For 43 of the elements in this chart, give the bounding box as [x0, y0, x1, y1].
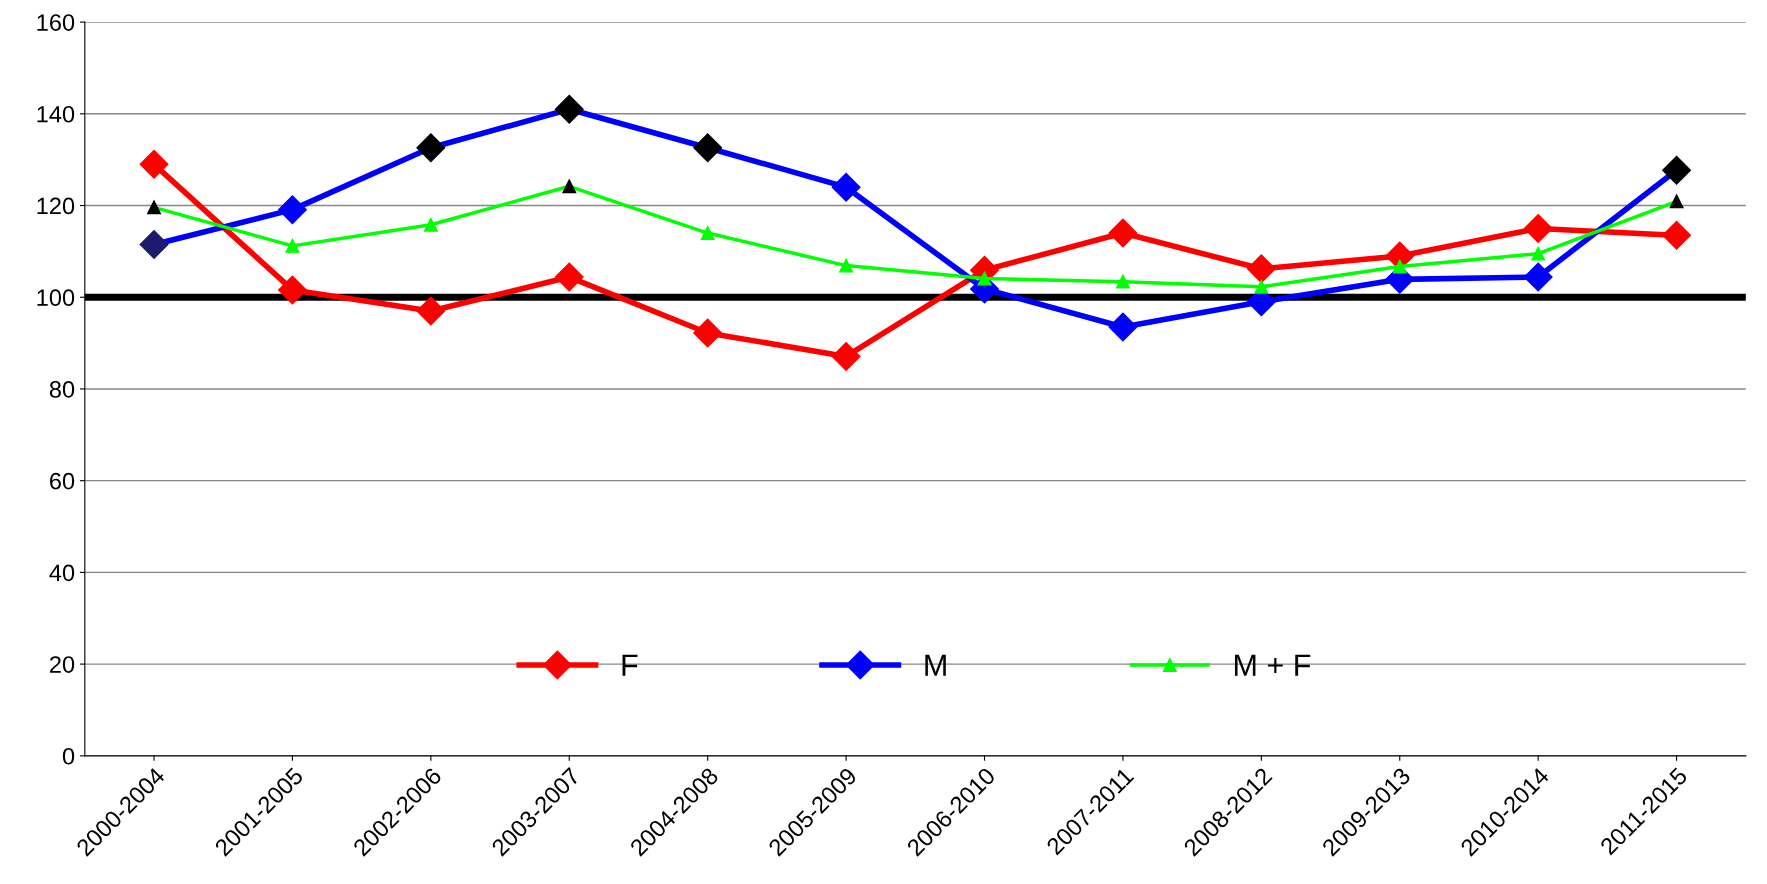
- y-tick-label: 120: [37, 197, 75, 215]
- point: [700, 226, 715, 240]
- point: [1392, 259, 1407, 274]
- point: [554, 262, 584, 292]
- y-tick-label: 40: [49, 564, 75, 582]
- legend-label: M + F: [1234, 654, 1311, 676]
- point: [1662, 155, 1692, 185]
- point: [139, 230, 169, 259]
- legend-label: M: [925, 654, 946, 676]
- point: [831, 172, 861, 202]
- point: [1662, 220, 1692, 250]
- y-tick-label: 100: [37, 289, 75, 307]
- point: [277, 195, 307, 225]
- point: [139, 149, 169, 179]
- point: [416, 296, 446, 326]
- point: [1115, 274, 1130, 289]
- point: [277, 275, 307, 305]
- point: [1523, 214, 1553, 243]
- point: [839, 258, 854, 273]
- y-tick-label: 20: [50, 656, 75, 673]
- point: [1254, 279, 1269, 294]
- point: [1108, 218, 1138, 248]
- point: [423, 217, 438, 232]
- point: [1669, 194, 1684, 209]
- point: [977, 271, 992, 286]
- legend-label: F: [622, 654, 638, 676]
- y-tick-label: 80: [49, 381, 75, 398]
- y-tick-label: 160: [37, 14, 75, 31]
- point: [416, 133, 446, 163]
- point: [1246, 254, 1276, 284]
- point: [1523, 262, 1553, 292]
- point: [1108, 312, 1138, 342]
- point: [562, 179, 577, 194]
- point: [285, 238, 300, 253]
- point: [693, 133, 723, 163]
- point: [1531, 246, 1546, 261]
- point: [831, 341, 861, 371]
- point: [147, 200, 161, 215]
- y-tick-label: 0: [62, 747, 75, 765]
- y-tick-label: 140: [37, 105, 75, 123]
- point: [693, 318, 723, 348]
- y-tick-label: 60: [50, 472, 75, 490]
- point: [554, 94, 584, 124]
